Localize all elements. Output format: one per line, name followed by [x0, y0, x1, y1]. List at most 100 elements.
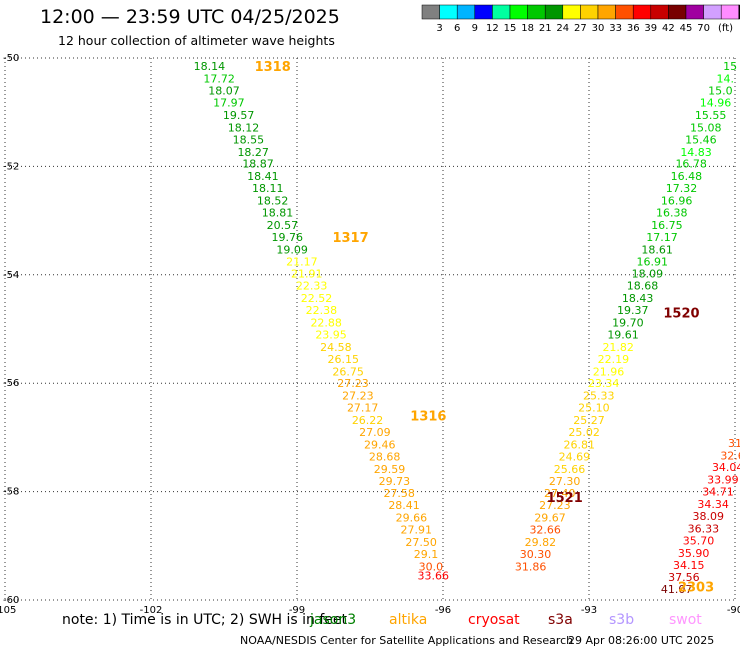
color-swatch [738, 4, 740, 20]
y-tick-label: -52 [3, 161, 19, 172]
wave-height-value: 35.90 [678, 547, 710, 560]
wave-height-value: 14.96 [700, 96, 732, 109]
wave-height-value: 15 [723, 60, 737, 73]
color-swatch [615, 4, 634, 20]
satellite-label: jason3 [310, 612, 357, 628]
wave-height-value: 27.23 [342, 390, 374, 403]
satellite-label: s3b [609, 612, 635, 628]
wave-height-value: 27.58 [383, 487, 415, 500]
color-swatch [527, 4, 546, 20]
wave-height-value: 30.30 [520, 548, 552, 561]
color-scale-tick: 18 [521, 23, 534, 34]
wave-height-value: 31 [728, 437, 740, 450]
wave-height-value: 25.02 [568, 426, 600, 439]
color-scale-tick: 36 [627, 23, 640, 34]
wave-height-value: 26.22 [352, 414, 384, 427]
wave-height-value: 18.41 [247, 170, 279, 183]
wave-height-value: 16.78 [675, 158, 707, 171]
wave-height-value: 19.09 [276, 243, 308, 256]
color-swatch [562, 4, 581, 20]
wave-height-value: 18.12 [228, 121, 260, 134]
y-tick-label: -54 [3, 270, 19, 281]
wave-height-value: 16.91 [637, 255, 669, 268]
wave-height-value: 18.61 [641, 243, 673, 256]
wave-height-value: 24.58 [320, 341, 352, 354]
y-tick-label: -50 [3, 53, 19, 64]
wave-height-value: 34.04 [712, 461, 740, 474]
color-scale-tick: 9 [472, 23, 478, 34]
color-swatch [421, 4, 440, 20]
pass-number: 2303 [678, 580, 714, 595]
color-swatch [509, 4, 528, 20]
pass-number: 1316 [410, 410, 446, 425]
color-scale-tick: 30 [592, 23, 605, 34]
color-scale-tick: 45 [680, 23, 693, 34]
wave-height-value: 18.07 [208, 85, 240, 98]
wave-height-value: 16.38 [656, 206, 688, 219]
wave-height-value: 17.32 [666, 182, 698, 195]
wave-height-value: 22.88 [310, 316, 342, 329]
x-tick-label: -99 [289, 605, 305, 616]
wave-height-value: 23.34 [588, 377, 620, 390]
wave-height-value: 18.81 [262, 206, 294, 219]
color-swatch [632, 4, 652, 20]
color-swatch [685, 4, 704, 20]
wave-height-value: 27.17 [347, 402, 379, 415]
wave-height-value: 14. [717, 73, 735, 86]
color-swatch [456, 4, 476, 20]
color-swatch [668, 4, 687, 20]
wave-height-value: 19.76 [272, 231, 304, 244]
wave-height-value: 37.56 [668, 571, 700, 584]
satellite-label: s3a [548, 612, 573, 628]
wave-height-value: 22.33 [296, 280, 328, 293]
wave-height-value: 34.34 [697, 498, 729, 511]
wave-height-value: 28.68 [369, 450, 401, 463]
wave-height-value: 16.96 [661, 195, 693, 208]
color-scale-tick: 12 [486, 23, 499, 34]
wave-height-value: 18.14 [194, 60, 226, 73]
wave-height-value: 29.73 [379, 475, 411, 488]
wave-height-value: 27.50 [405, 536, 437, 549]
wave-height-value: 22.19 [598, 353, 630, 366]
wave-height-value: 17.97 [213, 96, 245, 109]
wave-height-value: 15.0 [708, 85, 733, 98]
pass-number: 1317 [332, 231, 368, 246]
wave-height-value: 19.61 [607, 328, 639, 341]
wave-height-value: 15.08 [690, 121, 722, 134]
satellite-label: cryosat [468, 612, 520, 628]
color-swatch [492, 4, 511, 20]
lat-lon-grid [4, 57, 736, 601]
wave-height-value: 17.17 [646, 231, 678, 244]
y-tick-label: -60 [3, 595, 19, 606]
wave-height-value: 27.91 [400, 524, 432, 537]
wave-height-value: 22.52 [301, 292, 333, 305]
pass-number-labels: 1318 1317 1316 1520 1521 2303 [255, 60, 715, 595]
color-scale-tick: 70 [697, 23, 710, 34]
color-swatch [720, 4, 740, 20]
wave-height-value: 18.11 [252, 182, 284, 195]
wave-height-value: 29.1 [414, 548, 439, 561]
wave-height-value: 23.95 [315, 328, 347, 341]
pass-number: 1318 [255, 60, 291, 75]
wave-height-value: 15.55 [695, 109, 727, 122]
color-swatch [703, 4, 722, 20]
x-tick-label: -93 [581, 605, 597, 616]
color-scale-unit: (ft) [718, 23, 733, 34]
wave-height-value: 27.09 [359, 426, 391, 439]
wave-height-value: 20.57 [267, 219, 299, 232]
wave-height-value: 34.71 [702, 486, 734, 499]
color-swatch [439, 4, 458, 20]
wave-height-value: 18.52 [257, 195, 289, 208]
page-subtitle: 12 hour collection of altimeter wave hei… [58, 33, 335, 48]
color-scale-legend: 3 6 9 12 15 18 21 24 27 30 33 36 39 42 45 70 (ft) [421, 4, 740, 34]
wave-height-value: 22.38 [306, 304, 338, 317]
wave-height-value: 32.6 [720, 449, 740, 462]
pass-number: 1521 [547, 491, 583, 506]
wave-height-value: 25.33 [583, 390, 615, 403]
wave-height-value: 21.82 [602, 341, 634, 354]
wave-height-value: 36.33 [688, 522, 720, 535]
color-swatch [580, 4, 599, 20]
color-scale-tick: 33 [609, 23, 622, 34]
wave-height-value: 16.48 [671, 170, 703, 183]
color-scale-tick: 21 [539, 23, 552, 34]
